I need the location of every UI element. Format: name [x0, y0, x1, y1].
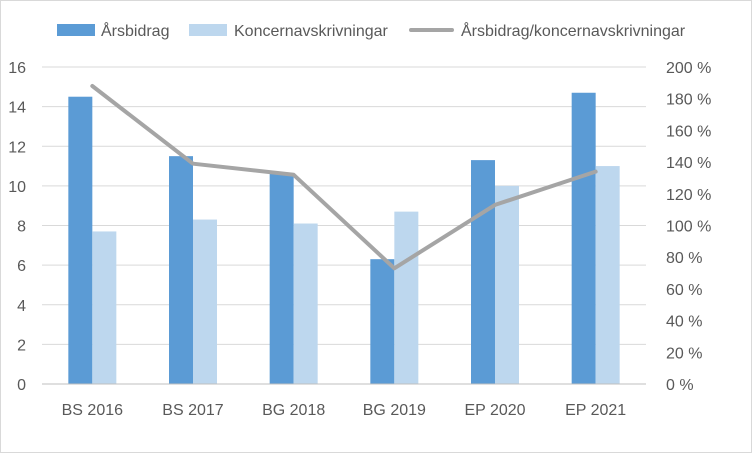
left-tick-label: 4: [17, 298, 26, 315]
legend-label: Koncernavskrivningar: [234, 23, 389, 40]
left-tick-label: 14: [8, 100, 26, 117]
x-tick-label: BG 2018: [262, 402, 325, 419]
x-tick-label: BG 2019: [363, 402, 426, 419]
bar-rsbidrag: [471, 160, 495, 384]
right-tick-label: 60 %: [666, 282, 702, 299]
bar-koncernavskrivningar: [495, 185, 519, 384]
right-tick-label: 160 %: [666, 123, 711, 140]
left-tick-label: 0: [17, 377, 26, 394]
left-tick-label: 2: [17, 337, 26, 354]
left-axis: 0 2 4 6 8 10 12 14 16: [8, 60, 26, 394]
right-tick-label: 80 %: [666, 250, 702, 267]
right-tick-label: 180 %: [666, 92, 711, 109]
bar-rsbidrag: [370, 259, 395, 384]
right-tick-label: 100 %: [666, 219, 711, 236]
bar-rsbidrag: [269, 173, 294, 384]
bars: [68, 92, 620, 384]
line-rsbidrag-koncernavskrivningar: [90, 84, 598, 271]
right-tick-label: 140 %: [666, 155, 711, 172]
bar-koncernavskrivningar: [394, 211, 419, 384]
x-tick-label: BS 2017: [162, 402, 223, 419]
left-tick-label: 12: [8, 139, 26, 156]
legend-label: Årsbidrag: [101, 21, 169, 40]
x-tick-label: EP 2020: [464, 402, 525, 419]
bar-koncernavskrivningar: [293, 223, 318, 384]
legend-swatch: [57, 24, 95, 36]
x-axis: BS 2016 BS 2017 BG 2018 BG 2019 EP 2020 EP 20…: [42, 383, 646, 419]
gridlines: [42, 66, 646, 345]
x-tick-label: BS 2016: [62, 402, 123, 419]
right-tick-label: 40 %: [666, 314, 702, 331]
right-tick-label: 120 %: [666, 187, 711, 204]
left-tick-label: 16: [8, 60, 26, 77]
bar-rsbidrag: [571, 92, 596, 384]
bar-rsbidrag: [169, 156, 193, 384]
bar-koncernavskrivningar: [595, 166, 620, 384]
bar-rsbidrag: [68, 96, 93, 384]
left-tick-label: 6: [17, 258, 26, 275]
right-tick-label: 0 %: [666, 377, 694, 394]
x-tick-label: EP 2021: [565, 402, 626, 419]
right-tick-label: 200 %: [666, 60, 711, 77]
left-tick-label: 8: [17, 219, 26, 236]
legend-label: Årsbidrag/koncernavskrivningar: [461, 21, 686, 40]
bar-koncernavskrivningar: [92, 231, 117, 384]
bar-koncernavskrivningar: [193, 219, 217, 384]
right-axis: 0 % 20 % 40 % 60 % 80 % 100 % 120 % 140 % 160 % 1…: [666, 60, 711, 394]
legend: Årsbidrag Koncernavskrivningar Årsbidrag/k…: [57, 21, 686, 40]
ratio-line: [90, 84, 598, 271]
left-tick-label: 10: [8, 179, 26, 196]
right-tick-label: 20 %: [666, 345, 702, 362]
legend-swatch: [189, 24, 227, 36]
